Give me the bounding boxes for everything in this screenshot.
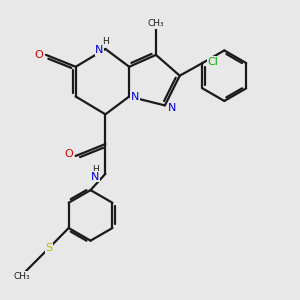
Text: O: O	[34, 50, 43, 60]
Text: H: H	[92, 165, 98, 174]
Text: Cl: Cl	[207, 57, 218, 67]
Text: N: N	[91, 172, 99, 182]
Text: CH₃: CH₃	[148, 19, 164, 28]
Text: N: N	[95, 45, 104, 56]
Text: O: O	[64, 149, 73, 160]
Text: N: N	[168, 103, 176, 113]
Text: CH₃: CH₃	[14, 272, 31, 281]
Text: S: S	[45, 243, 52, 253]
Text: H: H	[102, 37, 109, 46]
Text: N: N	[131, 92, 139, 101]
